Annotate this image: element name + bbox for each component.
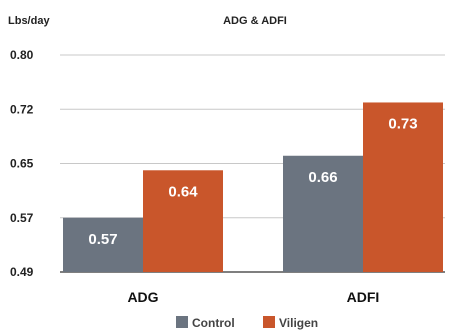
y-tick-label: 0.72 [10, 102, 34, 116]
legend-label-viligen: Viligen [279, 316, 318, 330]
category-label-adfi: ADFI [347, 289, 380, 305]
y-tick-label: 0.65 [10, 157, 34, 171]
y-axis-label: Lbs/day [8, 15, 50, 27]
category-label-adg: ADG [127, 289, 158, 305]
bar-viligen-adg [143, 170, 223, 272]
bars: 0.57 0.64 0.66 0.73 [63, 102, 443, 272]
data-label: 0.64 [168, 183, 198, 200]
y-tick-label: 0.80 [10, 48, 34, 62]
data-label: 0.66 [308, 169, 337, 186]
bar-control-adfi [283, 155, 363, 272]
bar-control-adg [63, 217, 143, 272]
y-tick-label: 0.57 [10, 211, 34, 225]
chart-title: ADG & ADFI [223, 15, 287, 27]
category-labels: ADG ADFI [127, 289, 379, 305]
legend-label-control: Control [192, 316, 235, 330]
data-label: 0.57 [88, 231, 117, 248]
bar-viligen-adfi [363, 102, 443, 272]
y-tick-labels: 0.80 0.72 0.65 0.57 0.49 [10, 48, 34, 279]
legend: Control Viligen [176, 316, 318, 330]
y-tick-label: 0.49 [10, 265, 34, 279]
legend-swatch-control [176, 316, 188, 328]
legend-swatch-viligen [263, 316, 275, 328]
data-label: 0.73 [388, 115, 417, 132]
